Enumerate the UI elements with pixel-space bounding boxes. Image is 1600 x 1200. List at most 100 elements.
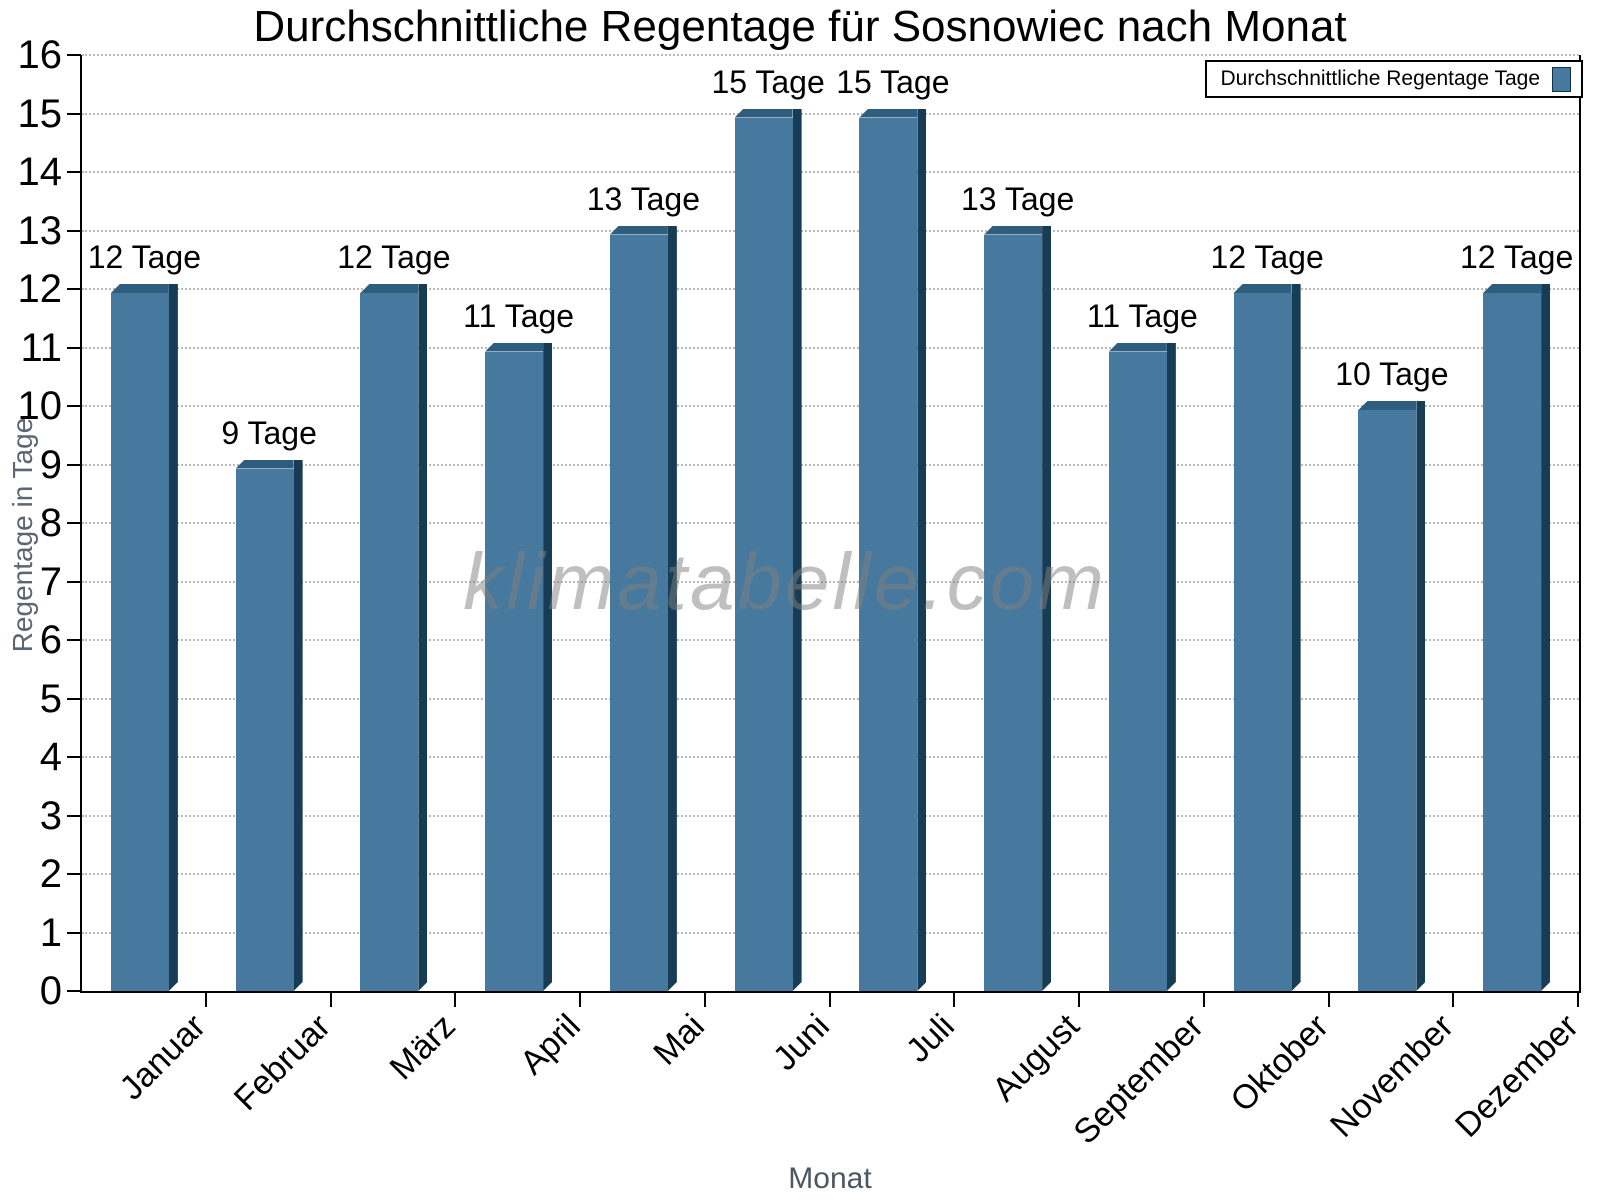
bar-top-face [984, 225, 1043, 235]
x-axis-tick [579, 993, 581, 1007]
bar-september [1108, 342, 1176, 992]
y-tick-label: 5 [39, 676, 62, 721]
bar-side-face [668, 226, 677, 992]
bar-top-face [485, 342, 544, 352]
y-axis-tick [67, 580, 81, 583]
gridline [82, 580, 1579, 583]
gridline [82, 814, 1579, 817]
bar-august [984, 225, 1051, 992]
bar-juli [859, 108, 926, 992]
bar-top-face [1108, 342, 1167, 352]
y-tick-label: 11 [20, 325, 62, 370]
x-axis-tick [1452, 993, 1455, 1007]
x-axis-tick [953, 993, 956, 1007]
bar-side-face [543, 343, 552, 992]
y-tick-label: 13 [17, 208, 63, 253]
gridline [82, 697, 1579, 700]
x-axis-tick [1202, 993, 1205, 1007]
y-axis-tick [67, 697, 81, 700]
y-tick-label: 16 [17, 33, 63, 77]
y-axis-tick [67, 639, 81, 641]
bar-top-face [1358, 401, 1417, 410]
y-tick-label: 12 [17, 267, 63, 311]
y-axis-tick [67, 171, 81, 173]
bar-side-face [1292, 284, 1301, 991]
bar-maerz [360, 284, 427, 991]
y-axis-tick [67, 756, 81, 758]
bar-value-label: 10 Tage [1335, 356, 1449, 392]
y-tick-label: 0 [39, 969, 62, 1013]
gridline [82, 463, 1579, 466]
bar-value-label: 13 Tage [586, 180, 701, 217]
bar-value-label: 13 Tage [960, 180, 1075, 217]
bar-front-face [110, 293, 169, 991]
x-axis-tick [828, 993, 831, 1007]
bar-januar [110, 284, 178, 991]
bar-value-label: 9 Tage [221, 414, 317, 451]
x-axis-title: Monat [788, 1162, 872, 1195]
y-tick-label: 2 [39, 852, 62, 896]
gridline [82, 288, 1579, 290]
bar-side-face [917, 109, 926, 992]
bar-top-face [235, 459, 294, 469]
x-axis-tick [329, 993, 332, 1007]
x-axis-tick [1327, 993, 1330, 1007]
gridline [82, 639, 1579, 641]
bar-value-label: 12 Tage [87, 239, 202, 275]
y-tick-label: 4 [39, 735, 62, 779]
gridline [82, 522, 1579, 524]
y-axis-tick [67, 463, 81, 466]
bar-side-face [1042, 226, 1051, 992]
y-axis-tick [67, 229, 81, 232]
bar-side-face [1167, 343, 1176, 992]
y-axis-tick [67, 814, 81, 817]
bar-mai [609, 225, 677, 992]
y-tick-label: 1 [39, 910, 62, 955]
y-axis-tick [67, 873, 81, 875]
bar-front-face [485, 351, 544, 991]
legend-swatch [1552, 66, 1571, 92]
bar-front-face [360, 293, 419, 991]
x-axis-tick [204, 993, 207, 1007]
bar-side-face [1541, 284, 1550, 991]
bar-top-face [110, 284, 169, 293]
y-tick-label: 9 [39, 442, 62, 487]
bar-november [1358, 401, 1425, 991]
watermark: klimatabelle.com [463, 537, 1107, 626]
bar-dezember [1483, 284, 1550, 991]
bar-februar [235, 459, 303, 991]
gridline [82, 346, 1579, 349]
plot-area: 12 Tage 9 Tage 12 Tage 11 Tage 13 Tage 15 Tag… [80, 54, 1581, 993]
gridline [82, 931, 1579, 934]
x-axis-tick [703, 993, 706, 1007]
y-tick-label: 7 [39, 559, 62, 604]
gridline [82, 405, 1579, 407]
bar-front-face [1483, 293, 1542, 991]
bar-side-face [793, 109, 802, 992]
bar-front-face [235, 468, 294, 991]
bar-oktober [1233, 284, 1301, 991]
bar-value-label: 11 Tage [463, 297, 575, 334]
y-tick-label: 10 [17, 384, 63, 428]
bar-front-face [984, 234, 1043, 991]
gridline [82, 756, 1579, 758]
gridline [82, 873, 1579, 875]
y-axis-tick [67, 990, 81, 992]
bar-april [485, 342, 552, 992]
bar-top-face [609, 225, 668, 235]
gridline [82, 171, 1579, 173]
legend: Durchschnittliche Regentage Tage [1204, 60, 1583, 98]
gridline [82, 54, 1579, 56]
x-axis-tick [1078, 993, 1080, 1007]
bar-value-label: 15 Tage [836, 63, 950, 100]
bar-value-label: 15 Tage [711, 63, 825, 100]
y-axis-tick [67, 112, 81, 115]
bar-value-label: 12 Tage [337, 239, 451, 275]
bar-top-face [734, 108, 793, 118]
y-tick-label: 15 [17, 91, 63, 136]
gridline [82, 112, 1579, 115]
chart-title: Durchschnittliche Regentage für Sosnowie… [253, 2, 1347, 51]
bar-top-face [360, 284, 419, 293]
bar-juni [734, 108, 802, 992]
x-axis-tick [454, 993, 457, 1007]
